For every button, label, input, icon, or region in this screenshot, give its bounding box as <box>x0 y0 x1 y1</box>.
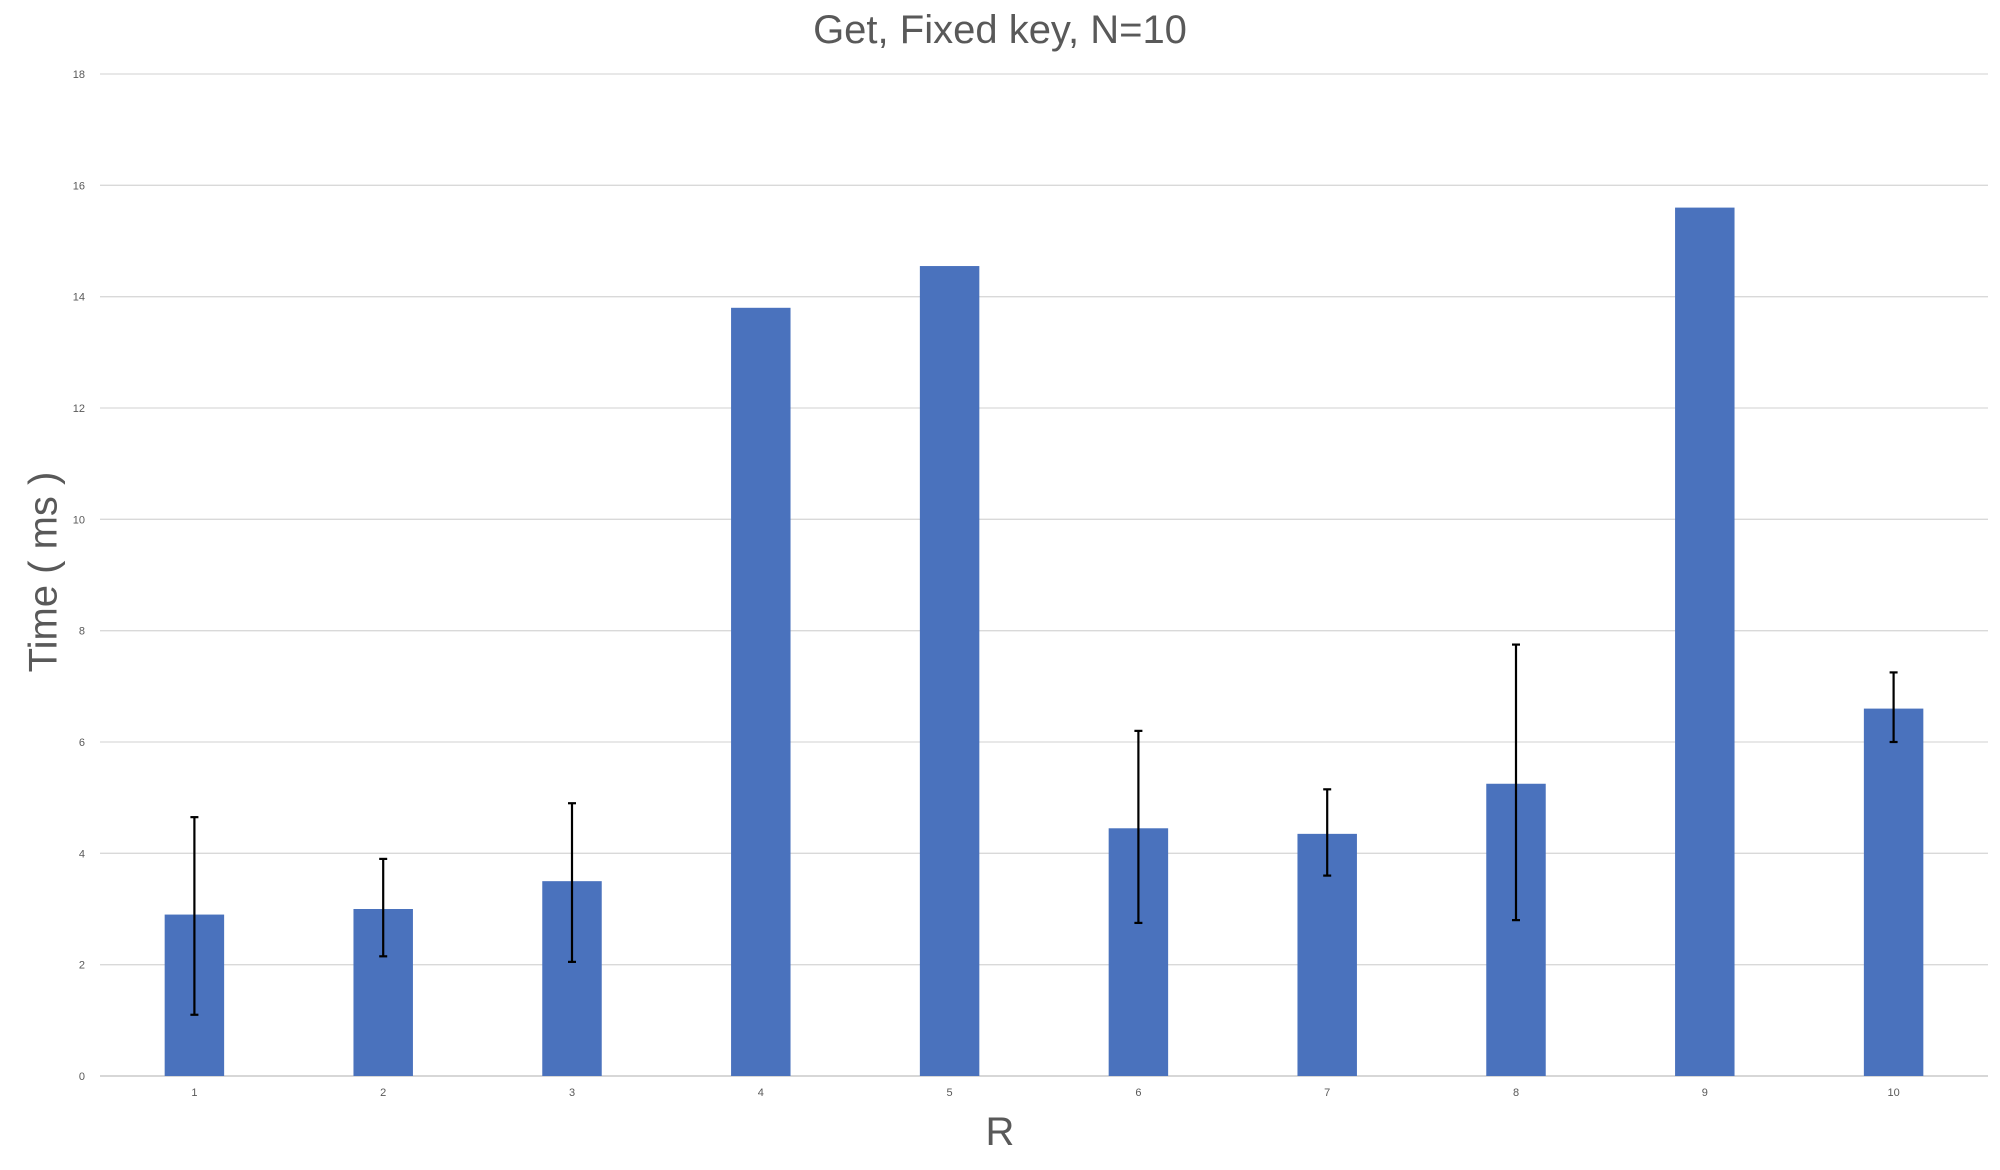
x-tick-label: 3 <box>569 1087 575 1099</box>
chart-title: Get, Fixed key, N=10 <box>813 8 1187 52</box>
error-bar <box>568 802 576 963</box>
bars <box>164 207 1924 1077</box>
x-tick-labels: 1 2 3 4 5 6 7 8 9 10 <box>191 1087 1899 1099</box>
bar <box>919 266 980 1076</box>
error-bar <box>1134 729 1143 925</box>
y-tick-label: 6 <box>79 737 85 749</box>
y-tick-label: 2 <box>79 960 85 972</box>
x-tick-label: 2 <box>380 1087 386 1099</box>
x-tick-label: 9 <box>1702 1087 1708 1099</box>
bar <box>1675 207 1735 1077</box>
error-bar <box>190 816 199 1016</box>
error-bar <box>1323 788 1332 877</box>
error-bars <box>190 643 1898 1016</box>
gridlines <box>100 73 1988 1077</box>
y-tick-labels: 0 2 4 6 8 10 12 14 16 18 <box>73 69 85 1083</box>
y-tick-label: 8 <box>79 626 85 638</box>
x-tick-label: 10 <box>1887 1087 1899 1099</box>
y-tick-label: 0 <box>79 1071 85 1083</box>
x-tick-label: 5 <box>947 1087 953 1099</box>
error-bar <box>379 857 388 958</box>
error-bar <box>1889 671 1898 744</box>
x-tick-label: 4 <box>758 1087 764 1099</box>
x-tick-label: 6 <box>1135 1087 1141 1099</box>
x-axis-label: R <box>985 1110 1015 1154</box>
y-tick-label: 14 <box>73 292 85 304</box>
bar <box>1863 708 1924 1076</box>
x-tick-label: 8 <box>1513 1087 1519 1099</box>
y-tick-label: 16 <box>73 180 85 192</box>
x-tick-label: 1 <box>191 1087 197 1099</box>
error-bar <box>1512 643 1520 922</box>
bar <box>731 307 791 1076</box>
y-tick-label: 4 <box>79 848 85 860</box>
y-tick-label: 12 <box>73 403 85 415</box>
x-tick-label: 7 <box>1324 1087 1330 1099</box>
y-tick-label: 18 <box>73 69 85 81</box>
y-tick-label: 10 <box>73 514 85 526</box>
